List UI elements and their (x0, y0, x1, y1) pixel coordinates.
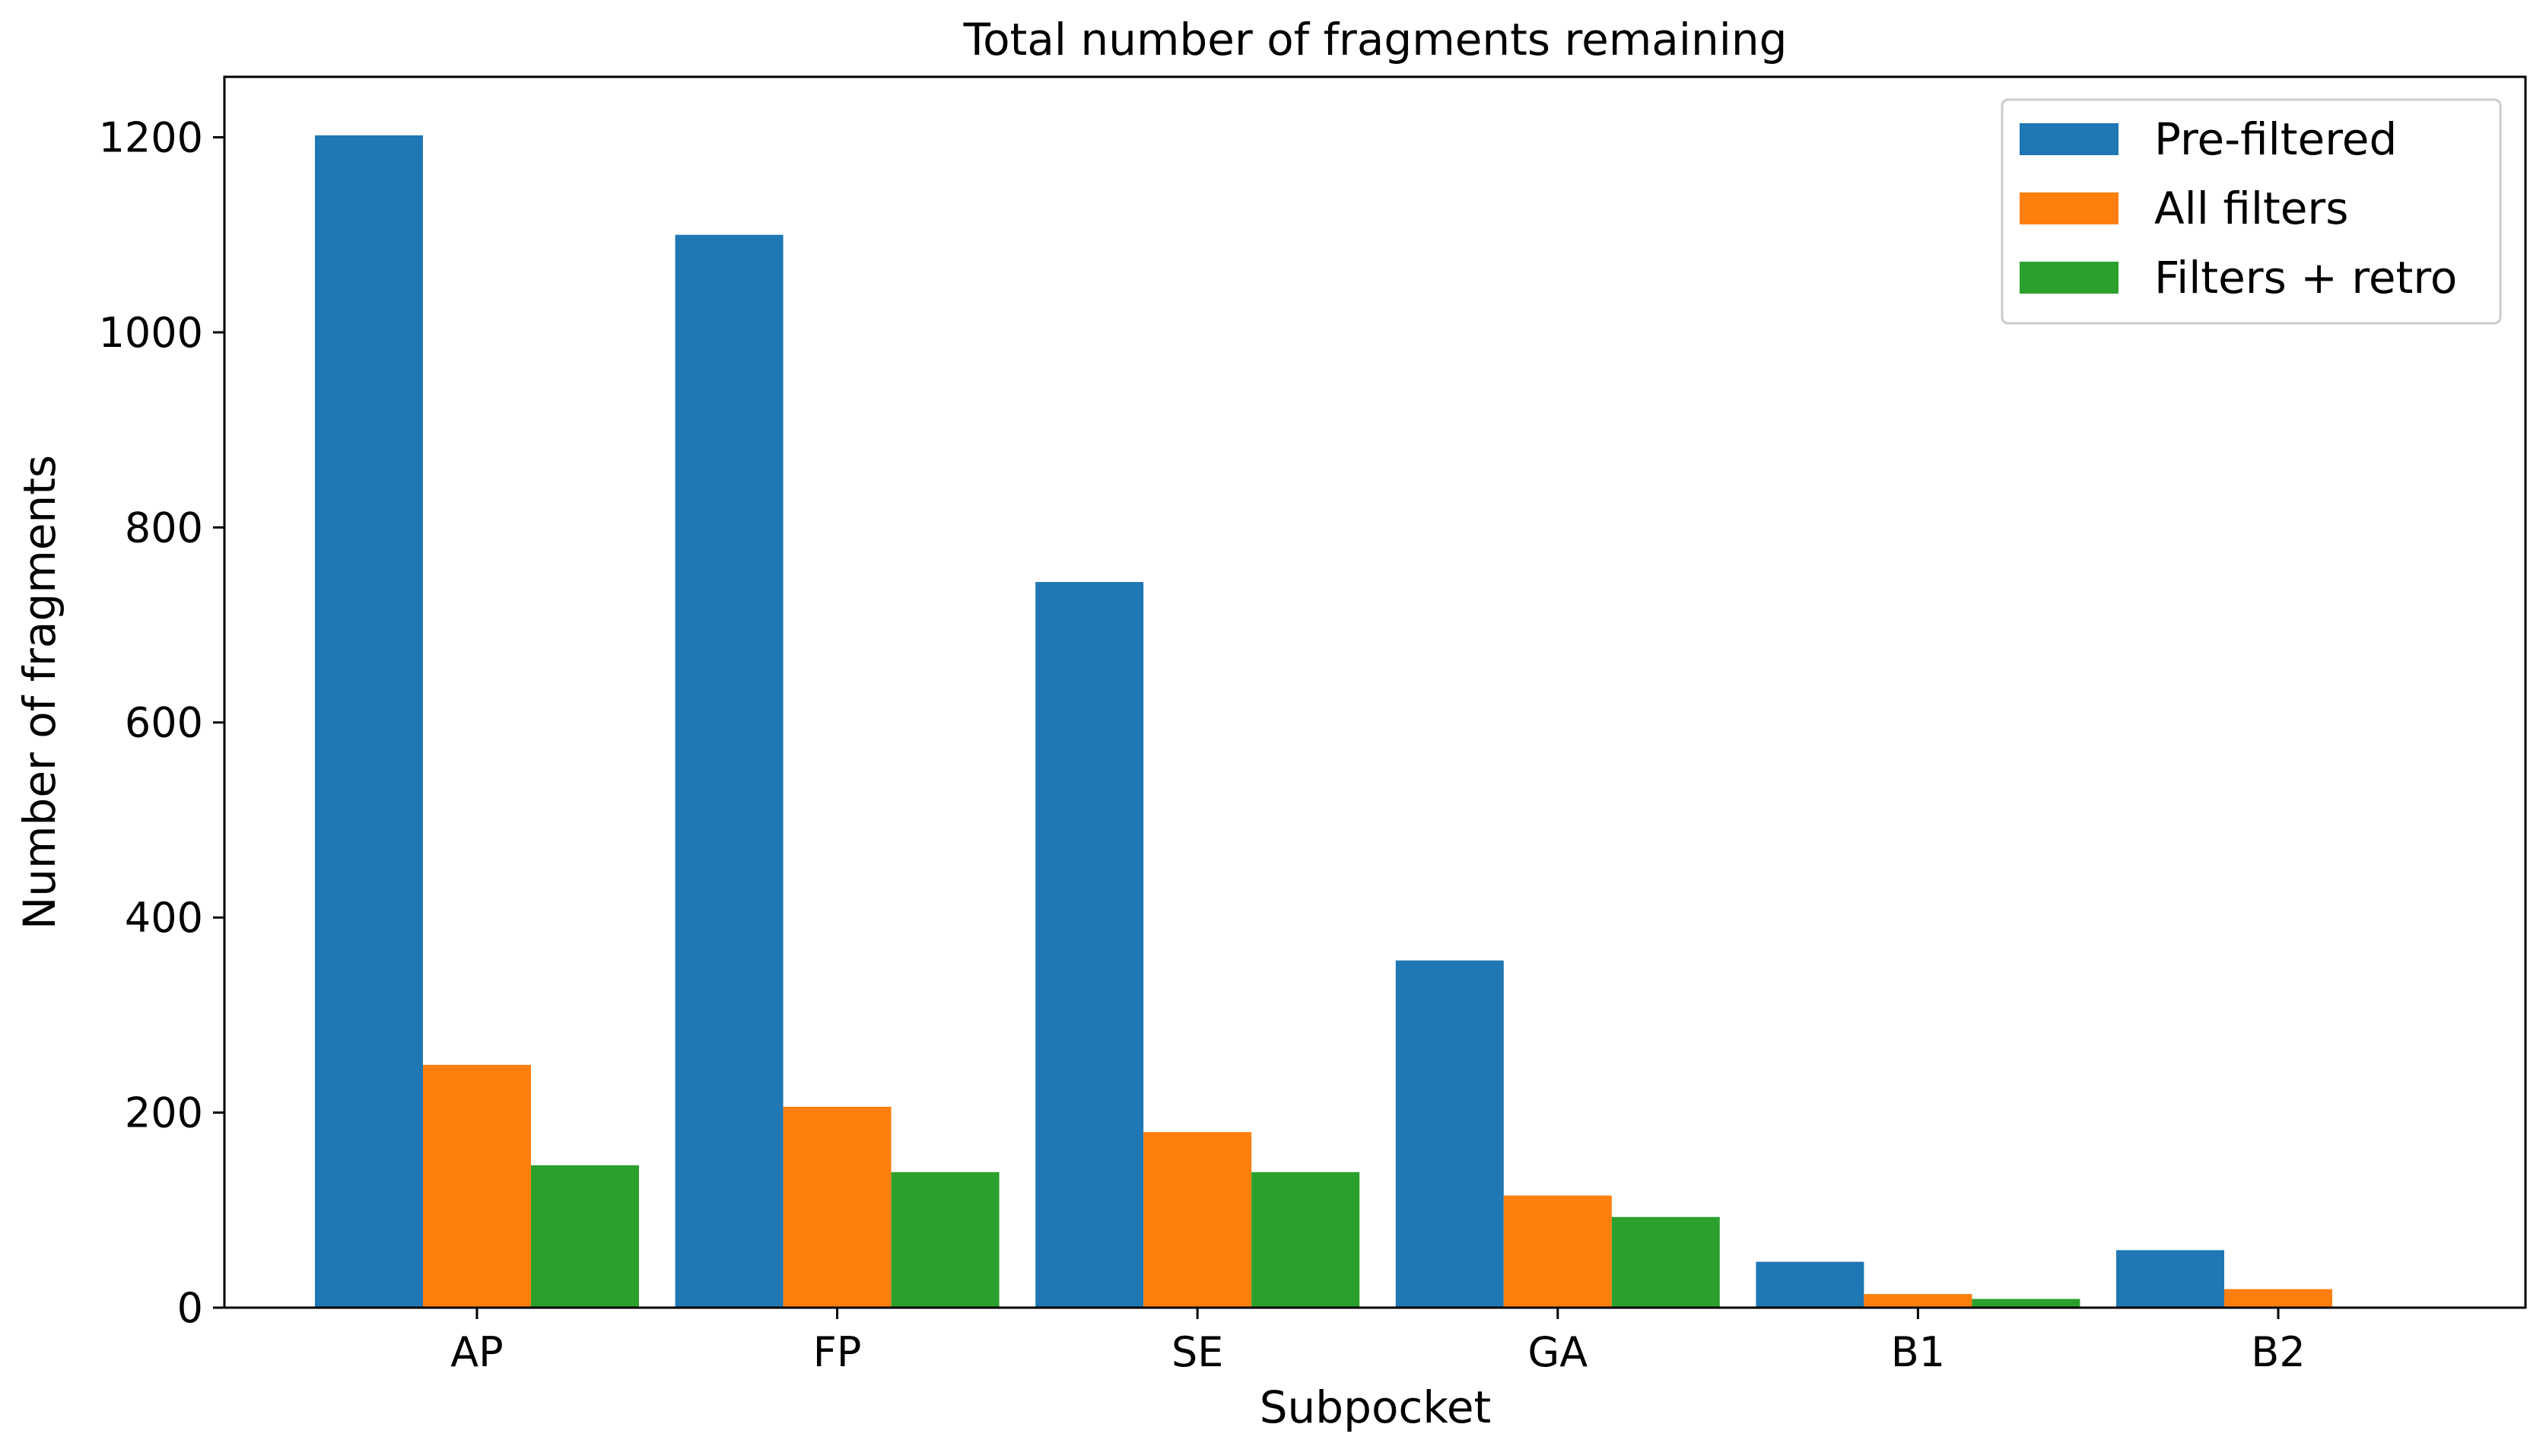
x-tick-label: AP (450, 1328, 504, 1376)
legend-swatch (2020, 262, 2118, 294)
bar-filters-retro-ap (531, 1165, 639, 1308)
y-tick-label: 1200 (99, 113, 203, 161)
legend: Pre-filtered All filters Filters + retro (2001, 98, 2502, 325)
x-tick-label: FP (813, 1328, 862, 1376)
bar-pre-filtered-se (1035, 582, 1144, 1308)
bar-filters-retro-se (1251, 1171, 1360, 1308)
legend-label: Pre-filtered (2154, 113, 2397, 165)
bars-group (315, 135, 2332, 1308)
x-tick-label: GA (1527, 1328, 1588, 1376)
x-axis-ticks: AP FP SE GA B1 B2 (450, 1308, 2306, 1376)
y-axis-label: Number of fragments (14, 455, 65, 930)
bar-filters-retro-b1 (1972, 1299, 2080, 1308)
bar-filters-retro-fp (891, 1171, 1000, 1308)
legend-label: All filters (2154, 183, 2348, 234)
y-tick-label: 1000 (99, 309, 203, 357)
legend-frame (2001, 98, 2502, 325)
y-tick-label: 800 (125, 504, 203, 552)
bar-pre-filtered-b1 (1756, 1261, 1864, 1308)
y-tick-label: 400 (125, 894, 203, 942)
y-tick-label: 600 (125, 699, 203, 747)
x-axis-label: Subpocket (1260, 1381, 1492, 1433)
bar-all-filters-fp (783, 1106, 892, 1308)
y-tick-label: 200 (125, 1089, 203, 1137)
bar-pre-filtered-ga (1395, 960, 1504, 1308)
x-tick-label: SE (1171, 1328, 1223, 1376)
plot-frame (223, 75, 2527, 1309)
bar-all-filters-ga (1503, 1195, 1612, 1308)
legend-swatch (2020, 123, 2118, 155)
bar-pre-filtered-b2 (2116, 1250, 2224, 1308)
x-tick-label: B2 (2251, 1328, 2305, 1376)
legend-swatch (2020, 192, 2118, 224)
bar-all-filters-se (1143, 1132, 1252, 1308)
bar-all-filters-ap (423, 1064, 531, 1308)
legend-label: Filters + retro (2154, 252, 2457, 304)
x-tick-label: B1 (1891, 1328, 1945, 1376)
y-tick-label: 0 (177, 1284, 203, 1332)
chart-title: Total number of fragments remaining (963, 14, 1788, 65)
bar-all-filters-b1 (1864, 1294, 1972, 1308)
bar-all-filters-b2 (2224, 1289, 2332, 1308)
y-axis-ticks: 0 200 400 600 800 1000 1200 (99, 113, 224, 1332)
bar-pre-filtered-fp (675, 234, 784, 1308)
bar-filters-retro-ga (1611, 1216, 1720, 1308)
bar-pre-filtered-ap (315, 135, 423, 1308)
